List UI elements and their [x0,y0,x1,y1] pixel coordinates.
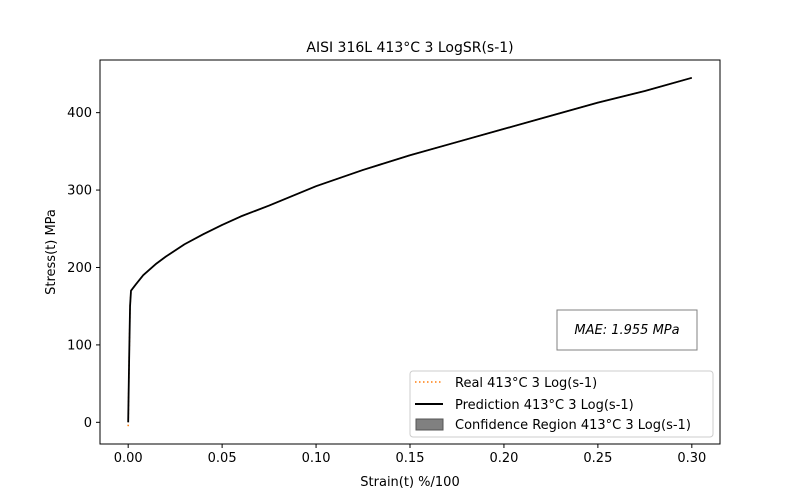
x-tick-label: 0.30 [677,451,706,466]
legend-swatch-confidence [415,418,444,431]
mae-box [556,309,698,351]
x-tick-label: 0.00 [114,451,143,466]
x-tick-label: 0.10 [302,451,331,466]
mae-text: MAE: 1.955 MPa [574,323,679,338]
plot-area [127,76,693,427]
x-axis: 0.00 0.05 0.10 0.15 0.20 0.25 0.30 [114,444,706,466]
y-tick-label: 300 [67,184,92,199]
y-tick-label: 200 [67,261,92,276]
legend-box [409,370,714,438]
chart-title: AISI 316L 413°C 3 LogSR(s-1) [306,40,513,56]
legend-label-prediction: Prediction 413°C 3 Log(s-1) [455,398,634,413]
x-tick-label: 0.15 [396,451,425,466]
y-tick-label: 0 [84,416,92,431]
y-axis: 0 100 200 300 400 [67,106,100,431]
legend-label-real: Real 413°C 3 Log(s-1) [455,376,597,391]
y-tick-label: 400 [67,106,92,121]
legend: Real 413°C 3 Log(s-1) Prediction 413°C 3… [409,370,714,438]
mae-annotation: MAE: 1.955 MPa [556,309,698,351]
x-tick-label: 0.20 [489,451,518,466]
x-axis-label: Strain(t) %/100 [360,475,459,490]
series-prediction-line [127,76,693,423]
y-axis-label: Stress(t) MPa [44,209,59,295]
legend-label-confidence: Confidence Region 413°C 3 Log(s-1) [455,418,691,433]
x-tick-label: 0.25 [583,451,612,466]
y-tick-label: 100 [67,338,92,353]
x-tick-label: 0.05 [208,451,237,466]
